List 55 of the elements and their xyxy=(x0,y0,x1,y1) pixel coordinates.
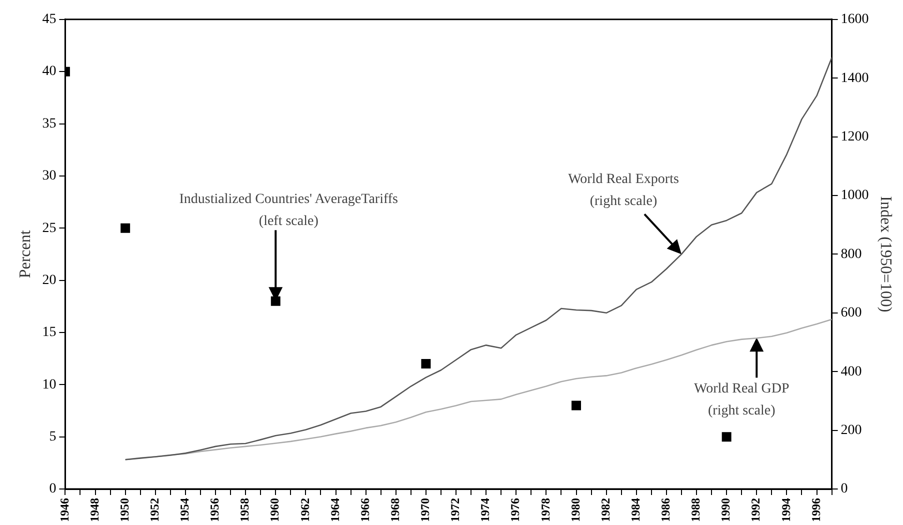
x-tick-label: 1994 xyxy=(778,498,793,522)
x-tick-label: 1976 xyxy=(508,498,522,522)
x-tick-label: 1956 xyxy=(208,498,222,522)
annotation: World Real Exports (right scale) xyxy=(568,172,679,209)
x-tick-label: 1952 xyxy=(147,498,162,522)
y-tick-label: 45 xyxy=(42,12,56,28)
point xyxy=(270,296,280,306)
y2-tick-label: 400 xyxy=(840,364,862,380)
y2-tick-label: 1000 xyxy=(840,188,869,204)
x-tick-label: 1946 xyxy=(57,498,72,522)
point xyxy=(120,223,130,233)
x-tick-label: 1950 xyxy=(117,498,132,522)
x-tick-label: 1960 xyxy=(268,498,282,522)
x-tick-label: 1968 xyxy=(388,498,402,522)
y2-tick-label: 1200 xyxy=(840,129,869,144)
x-tick-label: 1958 xyxy=(238,498,252,522)
x-tick-label: 1974 xyxy=(478,498,492,522)
x-tick-label: 1978 xyxy=(538,498,552,522)
y2-tick-label: 800 xyxy=(840,246,862,262)
y-tick-label: 30 xyxy=(42,168,56,184)
y-tick-label: 35 xyxy=(42,116,56,132)
y2-tick-label: 1600 xyxy=(840,12,869,28)
x-tick-label: 1980 xyxy=(568,498,582,522)
x-tick-label: 1982 xyxy=(598,498,612,522)
point xyxy=(421,359,431,369)
x-tick-label: 1992 xyxy=(748,498,763,522)
x-tick-label: 1990 xyxy=(718,498,733,522)
x-tick-label: 1954 xyxy=(178,498,192,522)
y-tick-label: 20 xyxy=(42,272,56,288)
x-tick-label: 1966 xyxy=(358,498,372,522)
x-tick-label: 1986 xyxy=(658,498,673,522)
y2-tick-label: 0 xyxy=(840,482,848,497)
y-tick-label: 10 xyxy=(42,377,56,392)
y2-axis-title: Index (1950=100) xyxy=(877,196,894,312)
y2-tick-label: 600 xyxy=(840,306,862,321)
y-axis-title: Percent xyxy=(16,230,34,278)
x-tick-label: 1988 xyxy=(688,498,703,522)
annotation: World Real GDP (right scale) xyxy=(694,381,790,418)
x-tick-label: 1996 xyxy=(808,498,823,522)
y2-tick-label: 200 xyxy=(840,422,862,438)
x-tick-label: 1972 xyxy=(448,498,462,522)
x-tick-label: 1984 xyxy=(628,498,642,522)
y-tick-label: 0 xyxy=(49,482,56,497)
y-tick-label: 15 xyxy=(42,325,56,340)
x-tick-label: 1962 xyxy=(298,498,312,522)
annotation: Industialized Countries' AverageTariffs (left scale) xyxy=(179,192,398,229)
y-tick-label: 5 xyxy=(49,429,56,444)
y-tick-label: 25 xyxy=(42,220,56,236)
y2-tick-label: 1400 xyxy=(840,70,869,86)
point xyxy=(572,400,582,410)
x-tick-label: 1964 xyxy=(328,498,342,522)
y-tick-label: 40 xyxy=(42,64,56,80)
point xyxy=(722,432,732,442)
x-tick-label: 1970 xyxy=(418,498,432,522)
x-tick-label: 1948 xyxy=(87,498,102,522)
